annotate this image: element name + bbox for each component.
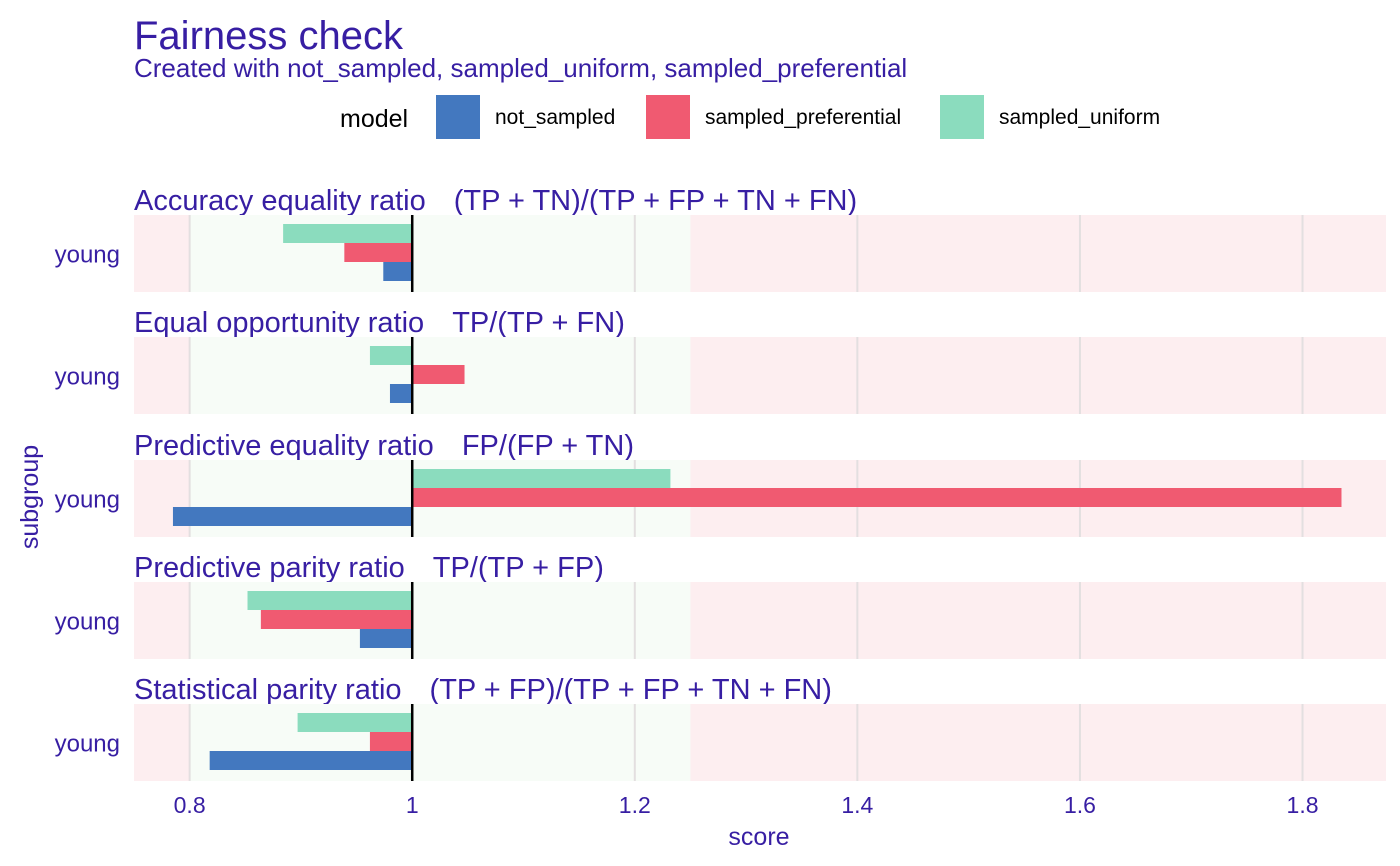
bar-statistical-parity-ratio-sampled-uniform [297,713,413,732]
x-tick-label: 1 [406,792,419,818]
subgroup-label: young [55,364,120,391]
bar-statistical-parity-ratio-not-sampled [209,751,413,770]
x-tick-label: 1.8 [1287,792,1319,818]
y-axis-title: subgroup [16,445,44,549]
bar-predictive-parity-ratio-sampled-preferential [260,610,413,629]
bar-accuracy-equality-ratio-sampled-uniform [283,224,413,243]
panel-formula: (TP + FP)/(TP + FP + TN + FN) [430,674,832,706]
legend: model not_sampled sampled_preferential s… [340,95,1160,139]
panel-predictive-equality-ratio: Predictive equality ratio FP/(FP + TN) you… [55,430,1386,537]
panel-predictive-parity-ratio: Predictive parity ratio TP/(TP + FP) young [55,552,1386,659]
bar-accuracy-equality-ratio-sampled-preferential [344,243,413,262]
legend-title: model [340,105,408,133]
panel-formula: (TP + TN)/(TP + FP + TN + FN) [454,185,857,217]
x-tick-label: 0.8 [174,792,206,818]
subgroup-label: young [55,731,120,758]
x-tick-label: 1.6 [1064,792,1096,818]
panel-title: Accuracy equality ratio [134,185,426,217]
panel-formula: TP/(TP + FN) [452,307,625,339]
panel-statistical-parity-ratio: Statistical parity ratio (TP + FP)/(TP + … [55,674,1386,781]
fair-region [189,215,691,292]
chart-subtitle: Created with not_sampled, sampled_unifor… [134,53,907,83]
panel-title: Equal opportunity ratio [134,307,424,339]
panel-title: Predictive equality ratio [134,430,434,462]
panel-title: Statistical parity ratio [134,674,402,706]
panel-title: Predictive parity ratio [134,552,405,584]
bar-accuracy-equality-ratio-not-sampled [383,262,413,281]
panel-formula: FP/(FP + TN) [462,430,634,462]
legend-label-sampled-uniform: sampled_uniform [999,106,1160,129]
subgroup-label: young [55,609,120,636]
legend-label-sampled-preferential: sampled_preferential [705,106,901,129]
bar-predictive-parity-ratio-sampled-uniform [247,591,413,610]
x-tick-label: 1.4 [841,792,873,818]
facet-panels: Accuracy equality ratio (TP + TN)/(TP + F… [55,185,1386,781]
subgroup-label: young [55,487,120,514]
bar-equal-opportunity-ratio-not-sampled [389,384,413,403]
bar-statistical-parity-ratio-sampled-preferential [369,732,413,751]
bar-predictive-equality-ratio-not-sampled [172,507,413,526]
bar-predictive-parity-ratio-not-sampled [359,629,413,648]
panel-formula: TP/(TP + FP) [433,552,604,584]
panel-equal-opportunity-ratio: Equal opportunity ratio TP/(TP + FN) young [55,307,1386,414]
x-axis-title: score [728,823,789,851]
bar-predictive-equality-ratio-sampled-uniform [412,469,671,488]
legend-label-not-sampled: not_sampled [495,106,615,129]
x-tick-label: 1.2 [619,792,651,818]
panel-accuracy-equality-ratio: Accuracy equality ratio (TP + TN)/(TP + F… [55,185,1386,292]
legend-swatch-sampled-preferential [646,95,690,139]
bar-equal-opportunity-ratio-sampled-uniform [369,346,413,365]
bar-predictive-equality-ratio-sampled-preferential [412,488,1342,507]
x-axis: 0.8 1 1.2 1.4 1.6 1.8 [174,792,1319,818]
legend-swatch-sampled-uniform [940,95,984,139]
legend-swatch-not-sampled [436,95,480,139]
bar-equal-opportunity-ratio-sampled-preferential [412,365,465,384]
chart-title: Fairness check [134,14,404,58]
subgroup-label: young [55,242,120,269]
